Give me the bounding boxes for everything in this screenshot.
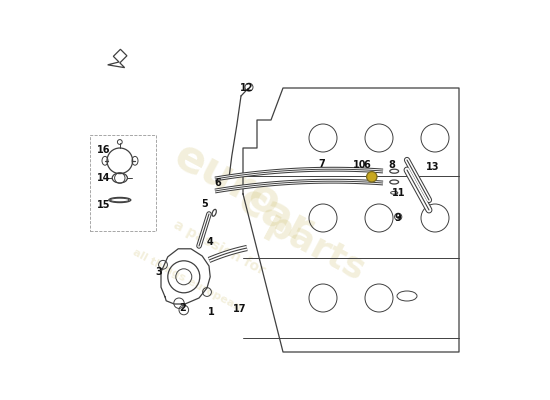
Text: 15: 15 <box>97 200 111 210</box>
Text: 9: 9 <box>395 213 402 223</box>
Text: 11: 11 <box>392 188 405 198</box>
Text: 6: 6 <box>214 178 221 188</box>
Text: 2: 2 <box>179 303 185 313</box>
Text: 3: 3 <box>156 267 162 277</box>
Text: 1: 1 <box>208 307 214 317</box>
Text: 17: 17 <box>233 304 246 314</box>
Text: a passion for: a passion for <box>171 218 267 278</box>
Text: 5: 5 <box>202 199 208 209</box>
Text: 14: 14 <box>97 173 111 183</box>
Text: parts: parts <box>260 208 370 288</box>
Text: 13: 13 <box>426 162 439 172</box>
Text: 4: 4 <box>207 237 213 247</box>
Text: 6: 6 <box>364 160 370 170</box>
Text: 7: 7 <box>319 159 326 169</box>
Text: 16: 16 <box>97 145 111 155</box>
Text: car: car <box>230 179 320 253</box>
Bar <box>90 135 156 231</box>
Text: euro: euro <box>167 134 288 226</box>
Text: 8: 8 <box>388 160 395 170</box>
Circle shape <box>367 172 377 182</box>
Text: all things european: all things european <box>131 247 243 313</box>
Text: 12: 12 <box>240 83 254 93</box>
Text: 10: 10 <box>353 160 366 170</box>
